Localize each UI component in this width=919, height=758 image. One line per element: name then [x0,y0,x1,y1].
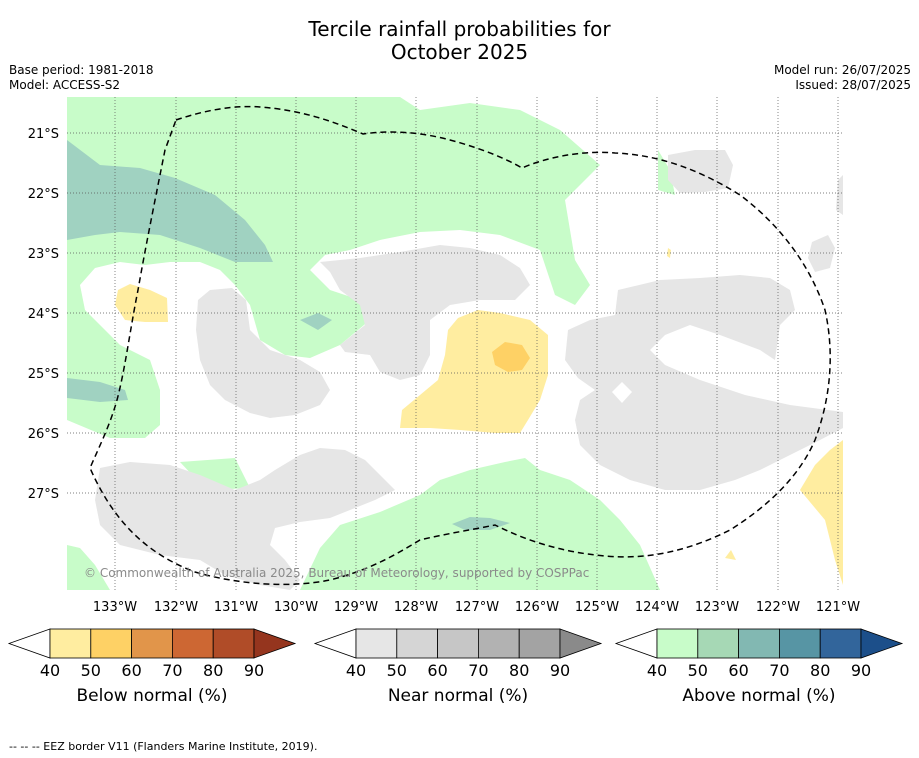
near-normal-label: Near normal (%) [387,686,529,706]
lon-label: 128°W [394,600,438,615]
colorbars: 40 50 60 70 80 90 40 50 60 70 80 90 40 50 60 70 80 90 [7,628,904,680]
lon-label: 131°W [214,600,258,615]
above-colorbar-segment [779,628,821,659]
lat-label: 26°S [28,427,59,442]
below-normal-region [115,248,843,585]
issued-date: Issued: 28/07/2025 [795,78,911,92]
near-colorbar-max-arrow [559,628,603,659]
below-colorbar-segment [212,628,255,659]
near-colorbar-tick: 50 [387,661,407,680]
lon-label: 129°W [334,600,378,615]
model-run: Model run: 26/07/2025 [773,63,911,77]
base-info: Base period: 1981-2018 Model: ACCESS-S2 [9,63,154,93]
below-colorbar-segment [171,628,214,659]
below-colorbar-tick: 80 [203,661,223,680]
lon-label: 124°W [635,600,679,615]
lat-label: 25°S [28,367,59,382]
run-info: Model run: 26/07/2025 Issued: 28/07/2025 [774,63,911,93]
eez-footnote: -- -- -- EEZ border V11 (Flanders Marine… [9,740,318,753]
above-colorbar-min-arrow [614,628,658,659]
below-colorbar-min-arrow [7,628,51,659]
lat-label: 21°S [28,127,59,142]
title-line-1: Tercile rainfall probabilities for [308,17,611,41]
lat-label: 27°S [28,487,59,502]
above-colorbar-tick: 40 [647,661,667,680]
near-colorbar-segment [477,628,520,659]
lon-label: 127°W [455,600,499,615]
above-normal-label: Above normal (%) [682,686,836,706]
lat-label: 24°S [28,307,59,322]
near-colorbar-segment [437,628,479,659]
above-colorbar-tick: 70 [769,661,789,680]
near-colorbar-tick: 80 [509,661,529,680]
lon-label: 123°W [695,600,739,615]
above-colorbar-segment [697,628,739,659]
lat-label: 22°S [28,187,59,202]
below-colorbar-segment [131,628,173,659]
model-name: Model: ACCESS-S2 [9,78,121,92]
below-colorbar-max-arrow [253,628,297,659]
lon-label: 130°W [274,600,318,615]
above-colorbar-max-arrow [860,628,904,659]
below-normal-strong [492,342,530,372]
below-colorbar-tick: 70 [162,661,182,680]
near-colorbar-segment [518,628,561,659]
above-colorbar-segment [738,628,780,659]
eez-border [89,105,831,586]
above-colorbar-tick: 80 [810,661,830,680]
below-colorbar-tick: 60 [121,661,141,680]
above-colorbar-tick: 90 [851,661,871,680]
near-normal-region [95,150,843,590]
grid-lines [67,97,843,591]
near-colorbar-segment [396,628,438,659]
near-colorbar-tick: 40 [346,661,366,680]
above-colorbar-tick: 50 [688,661,708,680]
above-colorbar-segment [819,628,862,659]
near-colorbar-tick: 90 [550,661,570,680]
title-line-2: October 2025 [390,40,529,64]
below-colorbar-tick: 40 [40,661,60,680]
copyright-text: © Commonwealth of Australia 2025, Bureau… [84,566,589,580]
above-colorbar-segment [656,628,699,659]
lon-label: 133°W [93,600,137,615]
longitude-labels: 133°W 132°W 131°W 130°W 129°W 128°W 127°… [93,600,860,615]
below-normal-label: Below normal (%) [76,686,228,706]
map-area [67,97,843,591]
above-normal-strong [67,140,510,530]
below-colorbar-tick: 50 [81,661,101,680]
map-title: Tercile rainfall probabilities for Octob… [0,18,919,64]
lon-label: 132°W [154,600,198,615]
below-colorbar-segment [90,628,133,659]
lon-label: 125°W [575,600,619,615]
near-colorbar-segment [355,628,398,659]
base-period: Base period: 1981-2018 [9,63,154,77]
lat-label: 23°S [28,247,59,262]
latitude-labels: 21°S 22°S 23°S 24°S 25°S 26°S 27°S [28,127,59,502]
near-colorbar-tick: 60 [427,661,447,680]
lon-label: 122°W [756,600,800,615]
above-colorbar-tick: 60 [728,661,748,680]
below-colorbar-tick: 90 [244,661,264,680]
near-colorbar-tick: 70 [468,661,488,680]
lon-label: 126°W [515,600,559,615]
lon-label: 121°W [816,600,860,615]
near-colorbar-min-arrow [313,628,357,659]
below-colorbar-segment [49,628,92,659]
